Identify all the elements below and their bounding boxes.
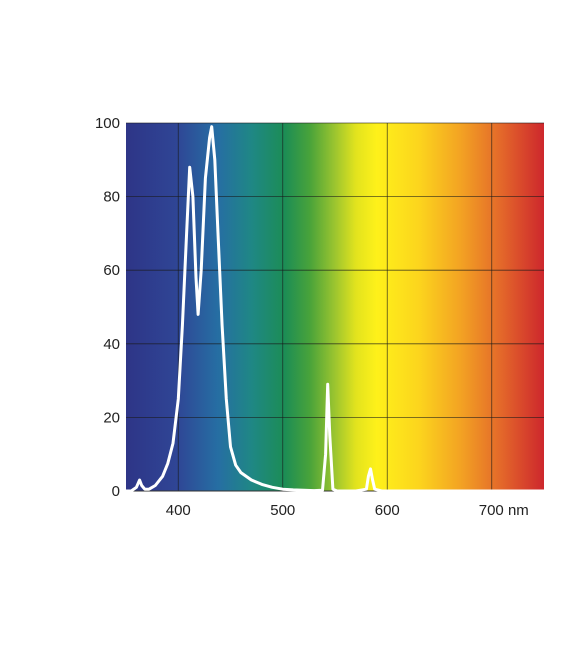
x-tick-label: 500: [270, 502, 295, 519]
y-tick-label: 40: [103, 336, 120, 353]
y-tick-label: 100: [95, 115, 120, 132]
spectrum-background: [126, 123, 544, 491]
emission-spectrum-line: [124, 125, 546, 493]
y-tick-label: 0: [112, 483, 120, 500]
y-axis-tick-labels: 0 20 40 60 80 100: [95, 115, 120, 500]
x-tick-label: 600: [375, 502, 400, 519]
x-tick-label: 700 nm: [479, 502, 529, 519]
y-tick-label: 20: [103, 409, 120, 426]
y-tick-label: 60: [103, 262, 120, 279]
x-tick-label: 400: [166, 502, 191, 519]
x-axis-tick-labels: 400 500 600 700 nm: [166, 502, 529, 519]
y-tick-label: 80: [103, 189, 120, 206]
